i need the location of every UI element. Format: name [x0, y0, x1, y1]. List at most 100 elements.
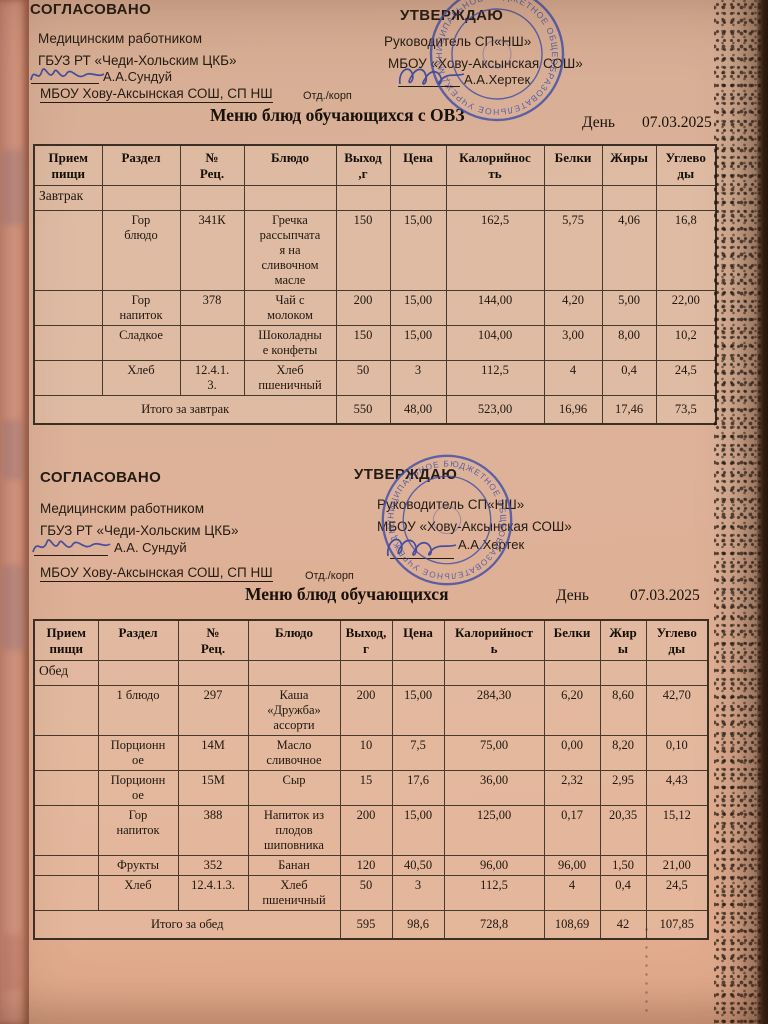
table-cell: 96,00	[543, 855, 601, 877]
table-cell: 112,5	[443, 875, 545, 912]
column-header: Раздел	[101, 144, 181, 187]
table-row: Гор напиток 378 Чай с молоком 200 15,00 144,0…	[33, 290, 717, 327]
table-cell	[33, 805, 99, 857]
table-row: Порционн ое 15М Сыр 15 17,6 36,00 2,32 2,95 4,43	[33, 770, 709, 807]
total-cell: 73,5	[655, 395, 717, 425]
table-cell: 50	[339, 875, 393, 912]
signature-scribble	[386, 538, 457, 557]
org-suffix: Отд./корп	[303, 90, 352, 102]
table-row: Порционн ое 14М Масло сливочное 10 7,5 75,00 0…	[33, 735, 709, 772]
org-underline-line: МБОУ Хову-Аксынская СОШ, СП НШ	[40, 565, 273, 582]
table-cell	[33, 855, 99, 877]
column-header: Углево ды	[645, 619, 709, 662]
table-cell	[335, 185, 391, 212]
table-cell	[33, 875, 99, 912]
table-cell: Каша «Дружба» ассорти	[247, 685, 341, 737]
column-header: Выход,г	[339, 619, 393, 662]
column-header: Раздел	[97, 619, 179, 662]
table-cell: 297	[177, 685, 249, 737]
table-cell: 104,00	[445, 325, 545, 362]
table-cell: Масло сливочное	[247, 735, 341, 772]
agreed-signer-name: А.А. Сундуй	[114, 540, 187, 555]
table-cell: 120	[339, 855, 393, 877]
table-cell: 10	[339, 735, 393, 772]
table-cell: 24,5	[655, 360, 717, 397]
date-value: 07.03.2025	[642, 114, 712, 131]
table-cell: 144,00	[445, 290, 545, 327]
table-cell: 284,30	[443, 685, 545, 737]
table-cell: Гор напиток	[97, 805, 179, 857]
table-cell: 15,00	[391, 805, 445, 857]
table-row: Хлеб 12.4.1.3. Хлеб пшеничный 50 3 112,5 4 0,4 2…	[33, 875, 709, 912]
table-cell: 150	[335, 210, 391, 292]
column-header: Жир ы	[599, 619, 647, 662]
approved-signer-name: А.А.Хертек	[464, 72, 531, 87]
table-cell: 15,00	[389, 210, 447, 292]
column-header: Цена	[391, 619, 445, 662]
underlying-page-edge	[0, 0, 29, 1024]
table-cell: 0,4	[601, 360, 657, 397]
table-cell: 4	[543, 360, 603, 397]
bleed-through-mark	[2, 565, 24, 650]
table-cell: 10,2	[655, 325, 717, 362]
bleed-through-mark	[3, 420, 23, 480]
table-cell: Хлеб пшеничный	[243, 360, 337, 397]
column-header: Калорийност ь	[443, 619, 545, 662]
column-header: Калорийнос ть	[445, 144, 545, 187]
table-cell: Банан	[247, 855, 341, 877]
table-cell: 2,95	[599, 770, 647, 807]
bleed-through-mark	[2, 150, 24, 225]
table-cell	[655, 185, 717, 212]
table-cell: 0,17	[543, 805, 601, 857]
table-cell: 4,06	[601, 210, 657, 292]
column-header: Прием пищи	[33, 619, 99, 662]
table-cell: 5,00	[601, 290, 657, 327]
dark-edge-bar	[757, 0, 768, 1024]
org-suffix: Отд./корп	[305, 570, 354, 582]
total-row: Итого за обед 595 98,6 728,8 108,69 42 107,85	[33, 910, 709, 940]
total-cell: 16,96	[543, 395, 603, 425]
total-cell: 550	[335, 395, 391, 425]
column-header: Выход ,г	[335, 144, 391, 187]
binding-speckle-texture	[714, 0, 768, 1024]
table-row: Хлеб 12.4.1. 3. Хлеб пшеничный 50 3 112,5 4 0,4…	[33, 360, 717, 397]
total-cell: 595	[339, 910, 393, 940]
table-cell: 6,20	[543, 685, 601, 737]
table-cell: 12.4.1.3.	[177, 875, 249, 912]
stamp-ring-text: МУНИЦИПАЛЬНОЕ БЮДЖЕТНОЕ ОБЩЕОБРАЗОВАТЕЛЬ…	[362, 435, 521, 598]
table-cell: Хлеб	[101, 360, 181, 397]
table-cell	[645, 660, 709, 687]
signature-scribble	[30, 68, 105, 81]
date-value: 07.03.2025	[630, 587, 700, 604]
agreed-line1: Медицинским работником	[38, 31, 202, 46]
table-cell: 22,00	[655, 290, 717, 327]
table-cell	[601, 185, 657, 212]
table-cell	[101, 185, 181, 212]
table-cell: 4,20	[543, 290, 603, 327]
table-cell: 0,10	[645, 735, 709, 772]
table-cell: 36,00	[443, 770, 545, 807]
table-row: Обед	[33, 660, 709, 687]
table-cell: 1 блюдо	[97, 685, 179, 737]
table-cell: 16,8	[655, 210, 717, 292]
table-cell: Хлеб	[97, 875, 179, 912]
table-cell: 50	[335, 360, 391, 397]
agreed-title: СОГЛАСОВАНО	[30, 1, 152, 18]
total-row: Итого за завтрак 550 48,00 523,00 16,96 17,46…	[33, 395, 717, 425]
table-cell: 75,00	[443, 735, 545, 772]
table-cell: Завтрак	[33, 185, 103, 212]
signature-line	[398, 73, 460, 87]
table-cell: 15,12	[645, 805, 709, 857]
table-row: Гор блюдо 341К Гречка рассыпчата я на слив…	[33, 210, 717, 292]
column-header: Прием пищи	[33, 144, 103, 187]
total-cell: 523,00	[445, 395, 545, 425]
date-label: День	[582, 114, 616, 131]
table-cell: 341К	[179, 210, 245, 292]
table-cell	[247, 660, 341, 687]
signature-scribble	[32, 539, 111, 553]
agreed-line2: ГБУЗ РТ «Чеди-Хольским ЦКБ»	[40, 523, 239, 538]
table-cell	[33, 325, 103, 362]
agreed-title: СОГЛАСОВАНО	[40, 469, 162, 486]
table-cell: 15,00	[389, 325, 447, 362]
org-underline-line: МБОУ Хову-Аксынская СОШ, СП НШ	[40, 86, 273, 103]
